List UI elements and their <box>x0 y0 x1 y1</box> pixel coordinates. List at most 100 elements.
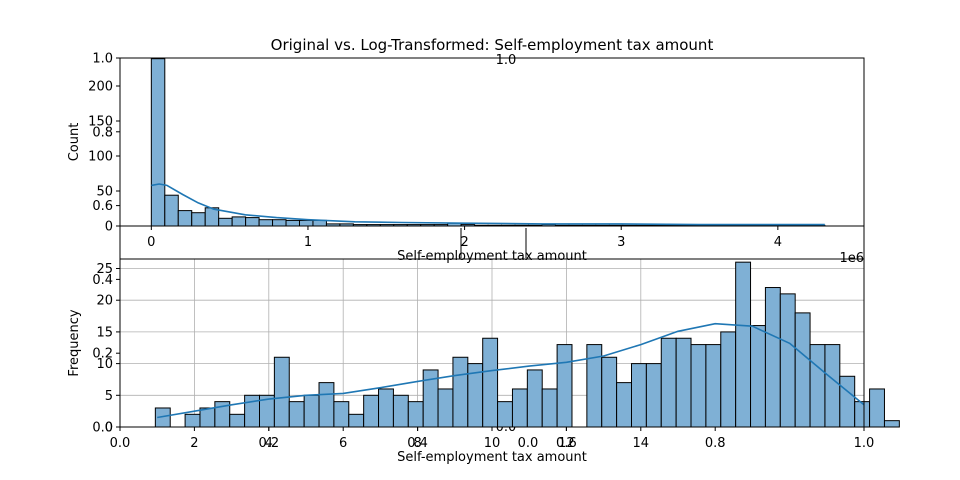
xtick-label: 4 <box>265 436 273 451</box>
ytick-label: 50 <box>96 185 113 200</box>
histogram-bar <box>218 217 233 227</box>
histogram-bar <box>204 207 220 227</box>
ghost-ytick-label: 0.2 <box>92 347 113 362</box>
ghost-ytick-label: 0.6 <box>92 199 113 214</box>
xtick-label: 6 <box>339 436 347 451</box>
histogram-bar <box>392 394 409 428</box>
ghost-xtick-label: 0.4 <box>407 436 428 451</box>
histogram-bar <box>750 325 766 428</box>
ytick-label: 10 <box>96 357 113 372</box>
histogram-bar <box>363 394 380 428</box>
ytick-label: 5 <box>105 389 113 404</box>
histogram-bar <box>272 219 287 227</box>
histogram-bar <box>348 413 365 428</box>
histogram-bar <box>482 337 499 428</box>
histogram-bar <box>150 58 166 227</box>
histogram-bar <box>854 401 871 428</box>
histogram-bar <box>869 388 885 428</box>
xtick-label: 2 <box>190 436 198 451</box>
histogram-bar <box>541 388 558 428</box>
xtick-label: 10 <box>484 436 501 451</box>
ytick-label: 100 <box>88 150 113 165</box>
histogram-bar <box>318 382 335 428</box>
histogram-bar <box>497 401 513 428</box>
ytick-label: 200 <box>88 80 113 95</box>
kde-line <box>151 183 825 226</box>
histogram-bar <box>244 394 260 428</box>
histogram-bar <box>407 401 424 428</box>
histogram-bar <box>616 382 632 428</box>
ghost-xtick-label: 0.0 <box>110 436 131 451</box>
histogram-bar <box>437 388 454 428</box>
histogram-bar <box>231 216 247 227</box>
histogram-bar <box>809 344 826 428</box>
ghost-xtick-label: 1.0 <box>854 436 875 451</box>
histogram-bar <box>245 217 260 227</box>
histogram-bar <box>720 331 737 428</box>
ghost-xtick-label: 0.8 <box>705 436 726 451</box>
histogram-bar <box>631 363 647 428</box>
histogram-bar <box>511 388 528 428</box>
histogram-bar <box>184 413 201 428</box>
xtick-label: 0 <box>147 235 155 250</box>
ytick-label: 0 <box>105 421 113 436</box>
axes-frame <box>119 57 865 227</box>
histogram-bar <box>883 420 900 428</box>
ghost-ytick-label: 0.0 <box>92 421 113 436</box>
histogram-bar <box>645 363 662 428</box>
histogram-bar <box>660 337 677 428</box>
ytick-label: 15 <box>96 325 113 340</box>
xtick-label: 12 <box>558 436 575 451</box>
ghost-ytick-label: 0.8 <box>92 125 113 140</box>
xtick-label: 2 <box>460 235 468 250</box>
ytick-label: 20 <box>96 294 113 309</box>
histogram-bar <box>764 287 781 428</box>
ghost-center-top-label: 1.0 <box>496 53 517 68</box>
histogram-bar <box>839 375 856 428</box>
histogram-bar <box>199 407 216 428</box>
histogram-bar <box>285 219 300 227</box>
histogram-bar <box>690 344 707 428</box>
histogram-bar <box>273 356 290 428</box>
kde-line <box>157 322 865 419</box>
histogram-bar <box>177 210 193 227</box>
ytick-label: 0 <box>105 220 113 235</box>
histogram-bar <box>288 401 305 428</box>
histogram-bar <box>258 219 274 227</box>
histogram-bar <box>164 194 179 227</box>
x-axis-label: Self-employment tax amount <box>397 450 587 465</box>
xtick-label: 1 <box>304 235 312 250</box>
histogram-bar <box>779 293 796 428</box>
histogram-bar <box>191 212 206 227</box>
histogram-bar <box>556 344 573 428</box>
histogram-bar <box>824 344 841 428</box>
histogram-bar <box>452 356 469 428</box>
histogram-bar <box>229 413 246 428</box>
histogram-bar <box>601 356 618 428</box>
histogram-bar <box>705 344 722 428</box>
ytick-label: 25 <box>96 262 113 277</box>
ghost-ytick-label: 0.4 <box>92 273 113 288</box>
y-axis-label: Frequency <box>67 309 82 376</box>
y-axis-label: Count <box>67 123 82 162</box>
xtick-label: 14 <box>633 436 650 451</box>
ghost-xtick-label: 0.2 <box>258 436 279 451</box>
xtick-label: 8 <box>413 436 421 451</box>
histogram-bar <box>333 401 350 428</box>
histogram-bar <box>298 219 314 227</box>
histogram-bar <box>378 388 394 428</box>
histogram-bar <box>312 219 327 227</box>
x-axis-label: Self-employment tax amount <box>397 249 587 264</box>
ghost-ytick-label: 1.0 <box>92 52 113 67</box>
histogram-bar <box>794 312 811 428</box>
xtick-label: 3 <box>617 235 625 250</box>
ytick-label: 150 <box>88 115 113 130</box>
histogram-bar <box>735 261 752 428</box>
histogram-bar <box>675 337 692 428</box>
ghost-center-x-label: 0.0 <box>518 436 539 451</box>
xtick-label: 4 <box>774 235 782 250</box>
chart-title: Original vs. Log-Transformed: Self-emplo… <box>271 36 714 54</box>
histogram-bar <box>526 369 543 428</box>
ghost-xtick-label: 0.6 <box>556 436 577 451</box>
